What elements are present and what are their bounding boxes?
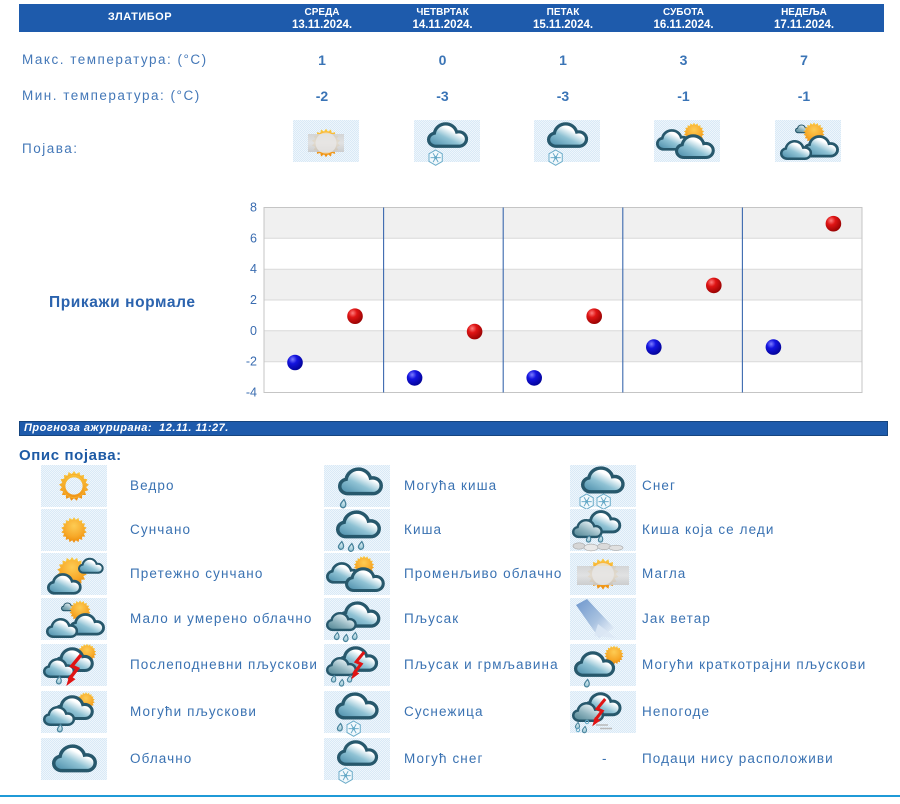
- svg-text:-2: -2: [246, 355, 257, 369]
- svg-text:6: 6: [250, 231, 257, 245]
- svg-text:0: 0: [250, 324, 257, 338]
- svg-text:4: 4: [250, 262, 257, 276]
- svg-text:8: 8: [250, 201, 257, 215]
- svg-text:2: 2: [250, 293, 257, 307]
- svg-text:-4: -4: [246, 386, 257, 400]
